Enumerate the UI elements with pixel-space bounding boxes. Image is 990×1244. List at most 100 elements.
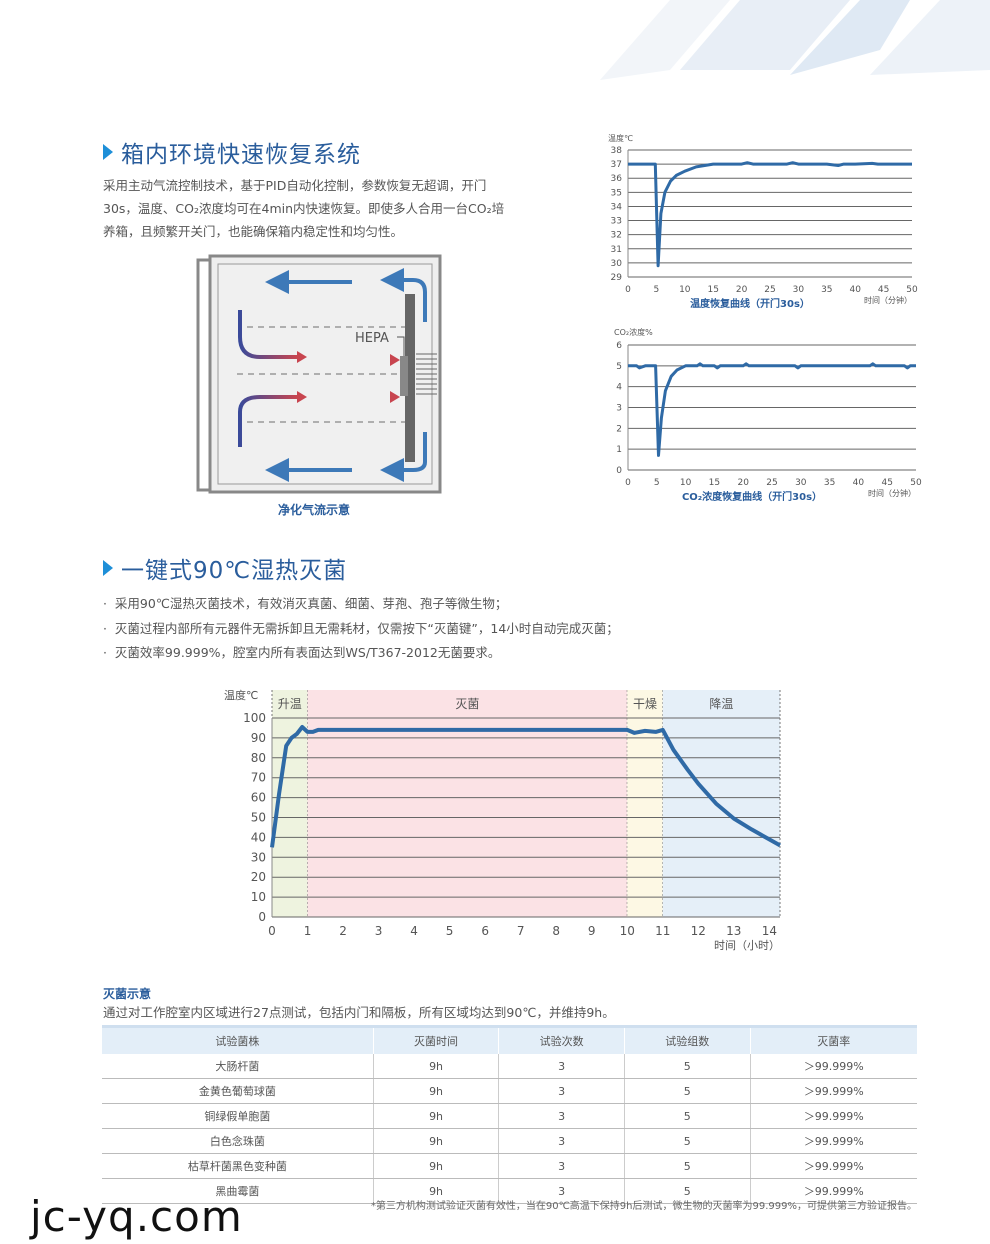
y-axis-label: 温度℃ [608,133,633,143]
y-tick-label: 20 [251,870,266,884]
table-cell: 5 [623,1178,751,1204]
x-tick-label: 1 [304,924,312,938]
x-tick-label: 25 [766,478,777,488]
table-cell: 枯草杆菌黑色变种菌 [102,1153,374,1179]
column-header: 试验次数 [498,1025,625,1054]
column-header: 灭菌时间 [372,1025,499,1054]
airflow-diagram: HEPA [196,254,442,494]
table-cell: 3 [498,1103,625,1129]
table-cell: 铜绿假单胞菌 [102,1103,374,1129]
table-cell: 白色念珠菌 [102,1128,374,1154]
x-tick-label: 5 [654,478,660,488]
y-tick-label: 30 [251,850,266,864]
x-tick-label: 40 [849,285,861,295]
title-text: 箱内环境快速恢复系统 [121,142,361,168]
y-tick-label: 32 [611,231,622,241]
x-axis-label: 时间（分钟） [868,488,916,498]
x-tick-label: 50 [906,285,918,295]
table-cell: ＞99.999% [749,1054,917,1079]
x-tick-label: 5 [654,285,660,295]
x-tick-label: 7 [517,924,525,938]
y-tick-label: 60 [251,791,266,805]
table-cell: 3 [498,1078,625,1104]
table-cell: ＞99.999% [749,1078,917,1104]
y-tick-label: 90 [251,731,266,745]
table-cell: ＞99.999% [749,1128,917,1154]
footnote: *第三方机构测试验证灭菌有效性，当在90℃高温下保持9h后测试，微生物的灭菌率为… [370,1201,917,1212]
y-axis-label: 温度℃ [224,688,258,702]
y-tick-label: 36 [611,174,623,184]
table-cell: 9h [372,1153,499,1179]
y-tick-label: 37 [611,160,622,170]
table-row: 铜绿假单胞菌 9h 3 5 ＞99.999% [102,1103,917,1129]
bullet-item: · 灭菌效率99.999%，腔室内所有表面达到WS/T367-2012无菌要求。 [103,645,501,660]
y-tick-label: 40 [251,830,266,844]
x-tick-label: 45 [878,285,889,295]
sterilization-bullets: · 采用90℃湿热灭菌技术，有效消灭真菌、细菌、芽孢、孢子等微生物； · 灭菌过… [103,592,619,666]
phase-label: 灭菌 [455,697,479,711]
x-tick-label: 50 [910,478,922,488]
title-text: 一键式90℃湿热灭菌 [121,558,348,584]
phase-band [307,690,628,917]
y-tick-label: 70 [251,771,266,785]
table-cell: 3 [498,1128,625,1154]
table-row: 金黄色葡萄球菌 9h 3 5 ＞99.999% [102,1078,917,1104]
x-tick-label: 12 [691,924,706,938]
table-row: 大肠杆菌 9h 3 5 ＞99.999% [102,1054,917,1079]
x-tick-label: 10 [680,478,692,488]
x-axis-label: 时间（小时） [714,939,780,952]
bullet-item: · 灭菌过程内部所有元器件无需拆卸且无需耗材，仅需按下“灭菌键”，14小时自动完… [103,620,619,636]
phase-band [627,690,663,917]
x-tick-label: 35 [821,285,832,295]
x-tick-label: 4 [410,924,418,938]
y-tick-label: 1 [616,445,622,455]
table-cell: 5 [623,1078,751,1104]
phase-band [662,690,780,917]
table-cell: 5 [623,1054,751,1079]
y-tick-label: 2 [616,424,622,434]
chart-title: 温度恢复曲线（开门30s） [690,297,810,310]
table-row: 黑曲霉菌 9h 3 5 ＞99.999% [102,1178,917,1204]
chart-title: CO₂浓度恢复曲线（开门30s） [682,490,822,503]
temperature-recovery-chart: 29 30 31 32 33 34 35 36 37 38 0 5 10 15 20 25 30 35 40 45 50… [608,133,918,310]
x-tick-label: 35 [824,478,835,488]
hepa-label: HEPA [355,331,389,346]
paragraph-line: 采用主动气流控制技术，基于PID自动化控制，参数恢复无超调，开门 [103,178,487,193]
y-tick-label: 100 [243,711,266,725]
data-series-line [628,161,912,268]
bullet-item: · 采用90℃湿热灭菌技术，有效消灭真菌、细菌、芽孢、孢子等微生物； [103,596,508,611]
table-cell: 9h [372,1103,499,1129]
y-tick-label: 35 [611,188,622,198]
x-tick-label: 10 [620,924,635,938]
y-tick-label: 5 [616,362,622,372]
x-tick-label: 8 [552,924,560,938]
y-tick-label: 0 [258,910,266,924]
x-tick-label: 9 [588,924,596,938]
x-axis-label: 时间（分钟） [864,295,912,305]
data-series-line [270,725,781,848]
chevron-icon [103,560,113,576]
table-row: 枯草杆菌黑色变种菌 9h 3 5 ＞99.999% [102,1153,917,1179]
phase-label: 升温 [278,697,302,711]
table-cell: ＞99.999% [749,1178,917,1204]
table-cell: 金黄色葡萄球菌 [102,1078,374,1104]
table-cell: ＞99.999% [749,1153,917,1179]
table-cell: 3 [498,1054,625,1079]
section-title-recovery: 箱内环境快速恢复系统 [103,135,361,169]
column-header: 试验菌株 [102,1025,374,1054]
x-tick-label: 3 [375,924,383,938]
watermark: jc-yq.com [30,1192,243,1241]
y-axis-label: CO₂浓度% [614,327,653,337]
column-header: 试验组数 [623,1025,751,1054]
x-tick-label: 13 [726,924,741,938]
y-tick-label: 10 [251,890,266,904]
y-tick-label: 4 [616,383,622,393]
x-tick-label: 14 [762,924,777,938]
column-header: 灭菌率 [749,1025,917,1054]
paragraph-line: 30s，温度、CO₂浓度均可在4min内快速恢复。即使多人合用一台CO₂培 [103,201,505,216]
y-tick-label: 6 [616,341,622,351]
y-tick-label: 34 [611,202,623,212]
table-cell: 9h [372,1128,499,1154]
